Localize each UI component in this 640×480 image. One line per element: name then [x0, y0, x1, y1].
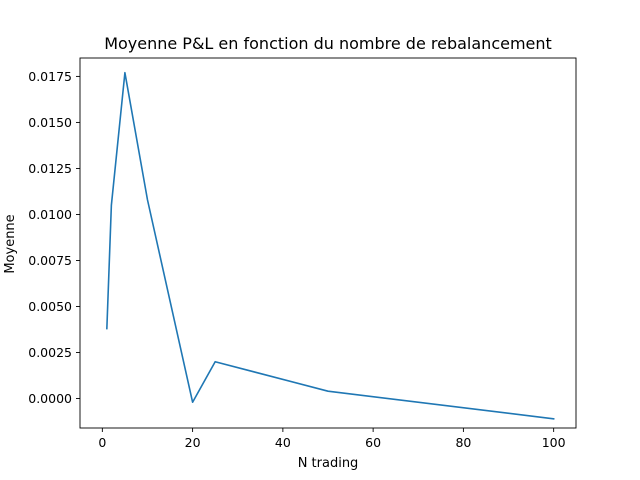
y-tick-label: 0.0000 [28, 391, 72, 406]
chart-title: Moyenne P&L en fonction du nombre de reb… [104, 34, 552, 53]
x-tick-label: 40 [275, 435, 291, 450]
y-tick-label: 0.0175 [28, 69, 72, 84]
y-tick-label: 0.0075 [28, 253, 72, 268]
x-tick-label: 60 [365, 435, 381, 450]
y-tick-label: 0.0150 [28, 115, 72, 130]
x-tick-label: 0 [98, 435, 106, 450]
plot-area: 0 20 40 60 80 100 0.0000 0.0025 0.0050 0.0075 0.01… [28, 57, 577, 450]
y-tick-label: 0.0025 [28, 345, 72, 360]
x-tick-label: 20 [185, 435, 201, 450]
x-tick-label: 100 [542, 435, 566, 450]
series-line-0 [106, 71, 555, 420]
y-tick-label: 0.0100 [28, 207, 72, 222]
x-tick-label: 80 [455, 435, 471, 450]
y-axis-label: Moyenne [3, 214, 18, 273]
x-axis-label: N trading [298, 456, 359, 471]
y-tick-label: 0.0050 [28, 299, 72, 314]
axes-frame [79, 57, 577, 429]
y-tick-label: 0.0125 [28, 161, 72, 176]
